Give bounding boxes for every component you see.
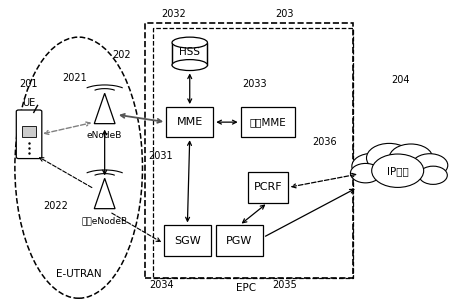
Text: 2034: 2034: [149, 280, 173, 290]
Text: IP业务: IP业务: [387, 166, 409, 176]
Text: SGW: SGW: [174, 235, 201, 246]
Bar: [145, 23, 353, 278]
Circle shape: [366, 143, 412, 173]
Text: 2022: 2022: [43, 201, 68, 211]
Text: 其它MME: 其它MME: [249, 117, 286, 127]
Ellipse shape: [172, 59, 208, 70]
Text: PGW: PGW: [226, 235, 253, 246]
Circle shape: [352, 153, 392, 179]
Bar: [164, 225, 211, 256]
Circle shape: [419, 166, 447, 185]
Text: PCRF: PCRF: [254, 182, 282, 192]
Bar: [166, 107, 213, 137]
Ellipse shape: [356, 156, 439, 186]
Bar: [216, 225, 263, 256]
Bar: [153, 28, 353, 278]
Text: 204: 204: [391, 75, 410, 85]
FancyBboxPatch shape: [16, 110, 42, 159]
Text: HSS: HSS: [179, 47, 200, 57]
Text: E-UTRAN: E-UTRAN: [56, 269, 101, 279]
Circle shape: [350, 163, 381, 183]
Text: MME: MME: [177, 117, 203, 127]
Polygon shape: [94, 93, 115, 124]
Text: 2033: 2033: [243, 79, 267, 89]
Text: 201: 201: [19, 79, 38, 89]
Text: 2032: 2032: [161, 9, 186, 20]
Text: EPC: EPC: [237, 283, 256, 292]
Bar: [22, 126, 36, 137]
Text: 202: 202: [112, 50, 130, 60]
Text: 203: 203: [275, 9, 293, 20]
Circle shape: [372, 154, 424, 187]
Text: UE: UE: [22, 99, 36, 109]
Circle shape: [412, 154, 448, 177]
Text: 2036: 2036: [313, 137, 337, 147]
Bar: [247, 172, 288, 203]
Text: 2035: 2035: [272, 280, 297, 290]
Bar: [172, 43, 208, 65]
Circle shape: [389, 144, 433, 172]
Text: 2031: 2031: [148, 151, 173, 160]
Ellipse shape: [172, 37, 208, 48]
Text: 2021: 2021: [62, 73, 87, 83]
Text: eNodeB: eNodeB: [87, 131, 122, 140]
Bar: [240, 107, 295, 137]
Text: 其它eNodeB: 其它eNodeB: [82, 216, 128, 225]
Polygon shape: [94, 178, 115, 209]
